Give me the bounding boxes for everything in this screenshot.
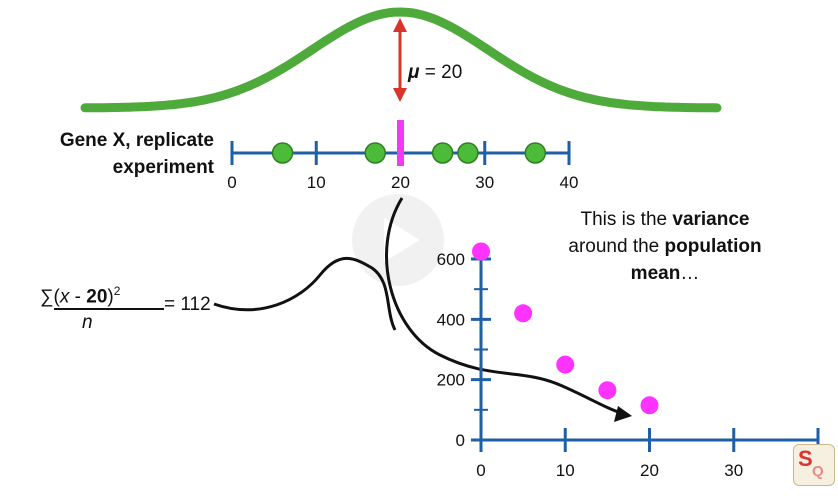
formula-close-paren: ) <box>107 286 114 308</box>
x-tick-label: 10 <box>556 461 575 480</box>
x-tick-label: 20 <box>640 461 659 480</box>
variance-note: This is the variance around the populati… <box>548 206 782 287</box>
number-line-tick-label: 10 <box>307 173 326 192</box>
sigma-symbol: ∑ <box>40 286 54 308</box>
formula-open-paren: ( <box>53 286 60 308</box>
formula-x: x <box>59 286 70 308</box>
connector-arrowhead <box>614 406 632 422</box>
number-line-tick-label: 0 <box>227 173 236 192</box>
variance-note-mid: around the <box>568 236 665 257</box>
variance-note-mean: mean <box>630 263 681 284</box>
logo-letter-q: Q <box>812 463 824 480</box>
y-tick-label: 600 <box>437 250 465 269</box>
data-point-green <box>271 142 294 164</box>
play-watermark-icon <box>384 218 420 262</box>
x-tick-label: 30 <box>724 461 743 480</box>
number-line-tick-label: 40 <box>560 173 579 192</box>
mu-value: = 20 <box>419 62 463 83</box>
mu-symbol: μ <box>408 62 420 83</box>
gene-label: Gene X, replicate experiment <box>60 127 214 181</box>
variance-scatter-chart: 0102030400200400600 <box>437 242 827 480</box>
variance-note-population: population <box>664 236 762 257</box>
mean-arrow-head-up <box>393 18 407 32</box>
x-tick-label: 0 <box>476 461 485 480</box>
data-point-green <box>431 142 454 164</box>
formula-connector-curve <box>213 257 397 331</box>
formula-power: 2 <box>113 284 121 298</box>
mean-arrow-head-down <box>393 88 407 102</box>
y-tick-label: 200 <box>437 371 465 390</box>
formula-denominator: n <box>82 312 93 333</box>
mu-label: μ = 20 <box>408 62 462 84</box>
number-line-tick-label: 30 <box>475 173 494 192</box>
data-point-magenta <box>598 381 617 400</box>
logo-letter-s: S <box>798 446 813 471</box>
formula-numerator: ∑(x - 20)2 <box>40 284 120 308</box>
number-line-tick-label: 20 <box>391 173 410 192</box>
statquest-logo: S Q <box>793 444 835 486</box>
data-point-magenta <box>514 304 533 323</box>
y-tick-label: 400 <box>437 310 465 329</box>
data-point-magenta <box>556 355 575 374</box>
data-point-green <box>524 142 547 164</box>
data-point-magenta <box>472 242 490 261</box>
gene-label-line2: experiment <box>112 157 214 178</box>
data-point-magenta <box>640 396 659 415</box>
variance-connector-curve <box>385 197 625 416</box>
number-line: 0 10 20 30 40 <box>227 120 578 192</box>
data-point-green <box>457 142 479 164</box>
variance-note-pre: This is the <box>580 209 673 230</box>
variance-note-ellipsis: … <box>680 263 700 284</box>
gene-label-line1: Gene X, replicate <box>59 130 214 151</box>
y-tick-label: 0 <box>456 431 465 450</box>
formula-mean: 20 <box>86 286 108 308</box>
formula-result: = 112 <box>164 294 211 315</box>
formula-fraction-bar <box>54 308 164 310</box>
normal-curve <box>80 7 722 113</box>
variance-note-variance: variance <box>672 209 750 230</box>
data-point-green <box>364 142 386 164</box>
formula-minus: - <box>69 286 87 308</box>
